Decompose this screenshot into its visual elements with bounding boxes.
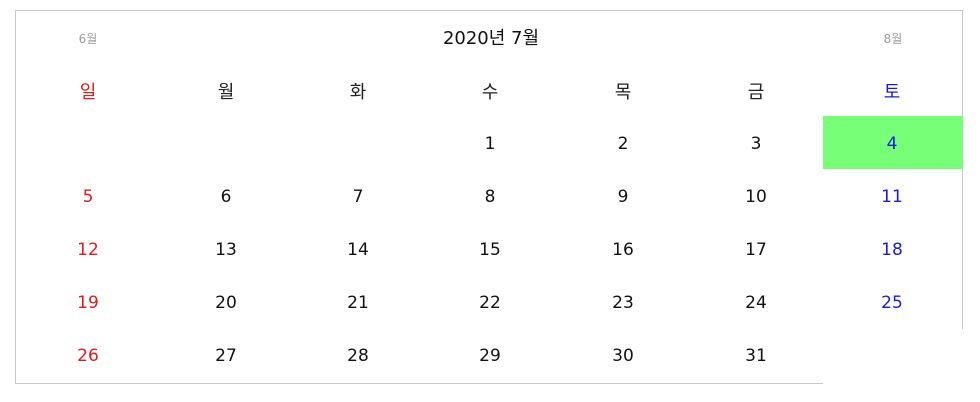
day-cell[interactable]: 24 [745,293,767,313]
day-cell[interactable]: 9 [617,187,629,207]
weekday-tuesday: 화 [349,82,367,103]
day-cell[interactable]: 8 [484,187,496,207]
weekday-friday: 금 [747,82,765,103]
day-cell-selected[interactable]: 4 [886,134,898,154]
day-cell[interactable]: 18 [881,240,903,260]
day-cell[interactable]: 6 [220,187,232,207]
weekday-wednesday: 수 [481,82,499,103]
day-cell[interactable]: 21 [347,293,369,313]
day-cell[interactable]: 28 [347,346,369,366]
day-cell[interactable]: 2 [617,134,629,154]
day-cell[interactable]: 19 [77,293,99,313]
day-cell[interactable]: 15 [479,240,501,260]
calendar-border-right [962,10,963,329]
day-cell[interactable]: 27 [215,346,237,366]
calendar-border-bottom [15,383,823,384]
day-cell[interactable]: 22 [479,293,501,313]
day-cell[interactable]: 1 [484,134,496,154]
day-cell[interactable]: 7 [352,187,364,207]
selected-day-highlight [823,116,963,169]
day-cell[interactable]: 29 [479,346,501,366]
day-cell[interactable]: 5 [82,187,94,207]
day-cell[interactable]: 20 [215,293,237,313]
day-cell[interactable]: 3 [750,134,762,154]
day-cell[interactable]: 17 [745,240,767,260]
day-cell[interactable]: 30 [612,346,634,366]
weekday-thursday: 목 [614,82,632,103]
prev-month-button[interactable]: 6월 [78,32,98,46]
weekday-monday: 월 [217,82,235,103]
day-cell[interactable]: 11 [881,187,903,207]
weekday-saturday: 토 [883,82,901,103]
day-cell[interactable]: 13 [215,240,237,260]
day-cell[interactable]: 10 [745,187,767,207]
day-cell[interactable]: 23 [612,293,634,313]
month-title: 2020년 7월 [442,28,540,49]
day-cell[interactable]: 14 [347,240,369,260]
calendar-border-left [15,10,16,384]
day-cell[interactable]: 12 [77,240,99,260]
calendar-border-top [15,10,963,11]
day-cell[interactable]: 16 [612,240,634,260]
weekday-sunday: 일 [79,82,97,103]
day-cell[interactable]: 26 [77,346,99,366]
day-cell[interactable]: 25 [881,293,903,313]
calendar: 6월 2020년 7월 8월 일 월 화 수 목 금 토 1 2 3 4 5 6… [15,10,963,384]
day-cell[interactable]: 31 [745,346,767,366]
next-month-button[interactable]: 8월 [883,32,903,46]
